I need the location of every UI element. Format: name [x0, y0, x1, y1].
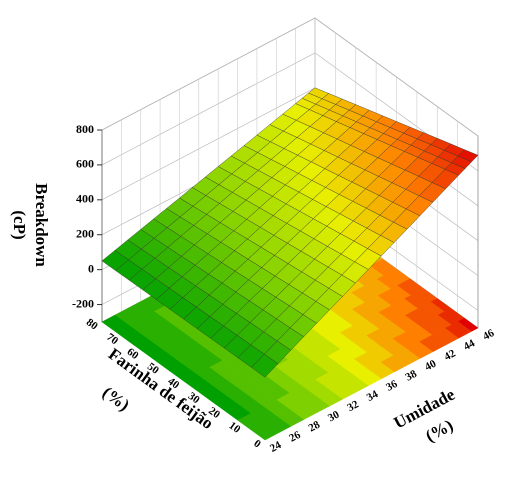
x-tick-label: 36 — [384, 378, 400, 394]
y-axis-label: (%) — [99, 383, 133, 415]
y-tick-label: 80 — [84, 316, 100, 332]
z-tick-label: 800 — [76, 122, 94, 136]
z-tick-label: 400 — [76, 192, 94, 206]
z-tick-label: -200 — [72, 296, 94, 310]
floor-contour — [250, 423, 279, 441]
x-axis-label: (%) — [422, 416, 456, 446]
z-tick-label: 0 — [88, 261, 94, 275]
x-tick-label: 28 — [307, 419, 323, 435]
x-tick-label: 32 — [345, 398, 361, 414]
surface-cell — [251, 353, 279, 378]
x-tick-label: 40 — [423, 357, 439, 373]
x-tick-label: 38 — [404, 368, 420, 384]
y-tick-label: 0 — [251, 438, 263, 451]
x-tick-label: 42 — [442, 347, 458, 363]
z-tick-label: 200 — [76, 226, 94, 240]
z-axis-label: (cP) — [10, 210, 29, 239]
x-tick-label: 30 — [326, 408, 342, 424]
x-tick-label: 24 — [268, 439, 284, 455]
x-tick-label: 34 — [365, 388, 381, 404]
z-tick-label: 600 — [76, 157, 94, 171]
x-tick-label: 26 — [287, 429, 303, 445]
x-tick-label: 46 — [481, 327, 497, 343]
z-axis-label: Breakdown — [32, 183, 51, 267]
x-tick-label: 44 — [462, 337, 478, 353]
